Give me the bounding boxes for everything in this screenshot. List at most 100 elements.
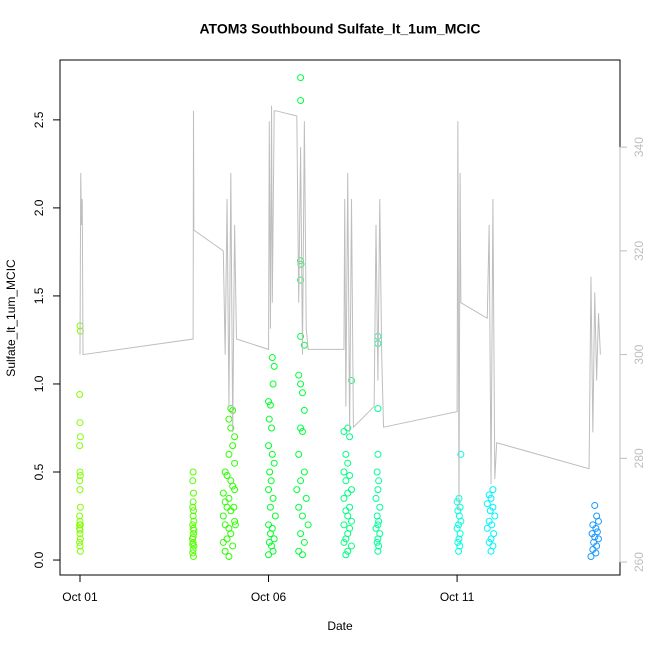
- point: [344, 547, 352, 555]
- point: [487, 547, 495, 555]
- point: [340, 468, 348, 476]
- point: [453, 524, 461, 532]
- point: [346, 433, 354, 441]
- point: [293, 486, 301, 494]
- point: [229, 482, 237, 490]
- point: [76, 442, 84, 450]
- point: [227, 405, 235, 413]
- point: [374, 450, 382, 458]
- point: [295, 371, 303, 379]
- point: [485, 491, 493, 499]
- point: [76, 391, 84, 399]
- point: [454, 538, 462, 546]
- point: [304, 521, 312, 529]
- point: [297, 74, 305, 82]
- point: [189, 468, 197, 476]
- point: [373, 538, 381, 546]
- point: [267, 477, 275, 485]
- point: [340, 494, 348, 502]
- point: [374, 405, 382, 413]
- point: [455, 547, 463, 555]
- point: [225, 494, 233, 502]
- point: [592, 549, 600, 557]
- y2-tick-label: 280: [632, 448, 646, 468]
- point: [344, 459, 352, 467]
- point: [269, 547, 277, 555]
- point: [76, 530, 84, 538]
- point: [591, 533, 599, 541]
- point: [295, 547, 303, 555]
- point: [346, 472, 354, 480]
- point: [486, 507, 494, 515]
- point: [189, 503, 197, 511]
- point: [189, 530, 197, 538]
- point: [587, 553, 595, 561]
- point: [189, 489, 197, 497]
- point: [231, 459, 239, 467]
- y-tick-label: 1.5: [32, 287, 46, 304]
- point: [344, 512, 352, 520]
- point: [374, 486, 382, 494]
- point: [227, 424, 235, 432]
- y2-tick-label: 340: [632, 137, 646, 157]
- y-tick-label: 2.5: [32, 111, 46, 128]
- point: [487, 494, 495, 502]
- point: [268, 354, 276, 362]
- point: [231, 433, 239, 441]
- point: [297, 477, 305, 485]
- point: [189, 498, 197, 506]
- point: [489, 486, 497, 494]
- point: [373, 468, 381, 476]
- point: [457, 450, 465, 458]
- point: [76, 477, 84, 485]
- point: [189, 507, 197, 515]
- point: [221, 547, 229, 555]
- point: [295, 450, 303, 458]
- point: [189, 549, 197, 557]
- point: [189, 521, 197, 529]
- y-tick-label: 0.0: [32, 551, 46, 568]
- point: [229, 442, 237, 450]
- point: [348, 376, 356, 384]
- point: [455, 521, 463, 529]
- point: [266, 468, 274, 476]
- point: [219, 489, 227, 497]
- point: [189, 477, 197, 485]
- point: [455, 535, 463, 543]
- point: [190, 526, 198, 534]
- point: [295, 503, 303, 511]
- point: [342, 450, 350, 458]
- point: [491, 512, 499, 520]
- point: [348, 542, 356, 550]
- point: [346, 503, 354, 511]
- point: [76, 419, 84, 427]
- point: [483, 524, 491, 532]
- point: [375, 477, 383, 485]
- point: [225, 553, 233, 561]
- point: [221, 468, 229, 476]
- point: [266, 401, 274, 409]
- point: [76, 535, 84, 543]
- point: [219, 512, 227, 520]
- point: [231, 486, 239, 494]
- point: [231, 521, 239, 529]
- point: [456, 530, 464, 538]
- point: [76, 526, 84, 534]
- point: [265, 442, 273, 450]
- point: [302, 494, 310, 502]
- point: [591, 501, 599, 509]
- point: [374, 547, 382, 555]
- point: [76, 486, 84, 494]
- point: [76, 472, 84, 480]
- point: [298, 389, 306, 397]
- point: [189, 553, 197, 561]
- point: [297, 380, 305, 388]
- point: [374, 521, 382, 529]
- point: [344, 424, 352, 432]
- point: [297, 530, 305, 538]
- point: [340, 521, 348, 529]
- point: [223, 503, 231, 511]
- point: [230, 503, 238, 511]
